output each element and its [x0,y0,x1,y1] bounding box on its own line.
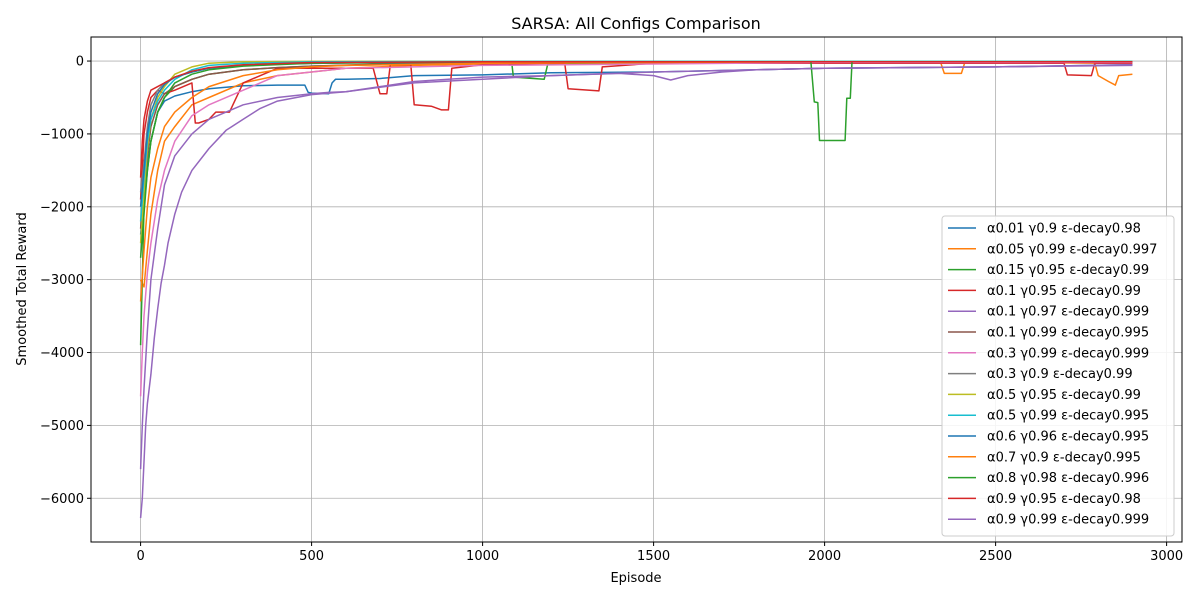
legend-label: α0.9 γ0.95 ε-decay0.98 [987,492,1141,507]
series-layer [139,60,1133,519]
series-line-6 [139,61,1133,397]
legend-label: α0.05 γ0.99 ε-decay0.997 [987,242,1157,257]
y-tick-label: −1000 [40,127,84,142]
tick-layer: 0 500 1000 1500 2000 2500 3000 −6000 −5000 −4000 −… [40,55,1183,564]
legend-box [941,215,1175,537]
series-line-1 [139,61,1133,288]
legend-label: α0.1 γ0.99 ε-decay0.995 [987,326,1149,341]
y-tick-label: −5000 [40,419,84,434]
y-tick-label: −6000 [40,492,84,507]
y-tick-label: −4000 [40,346,84,361]
y-tick-label: −2000 [40,200,84,215]
x-tick-label: 1500 [637,549,670,564]
legend-label: α0.1 γ0.97 ε-decay0.999 [987,305,1149,320]
y-tick-label: 0 [76,55,84,70]
legend-label: α0.3 γ0.9 ε-decay0.99 [987,367,1133,382]
series-line-13 [139,61,1133,178]
x-tick-label: 3000 [1150,549,1183,564]
legend-label: α0.6 γ0.96 ε-decay0.995 [987,430,1149,445]
legend-label: α0.01 γ0.9 ε-decay0.98 [987,222,1141,237]
legend-label: α0.9 γ0.99 ε-decay0.999 [987,513,1149,528]
legend-label: α0.5 γ0.99 ε-decay0.995 [987,409,1149,424]
series-line-14 [139,63,1133,519]
legend: α0.01 γ0.9 ε-decay0.98 α0.05 γ0.99 ε-deca… [941,215,1175,537]
legend-label: α0.15 γ0.95 ε-decay0.99 [987,263,1149,278]
legend-label: α0.5 γ0.95 ε-decay0.99 [987,388,1141,403]
x-tick-label: 1000 [466,549,499,564]
legend-label: α0.3 γ0.99 ε-decay0.999 [987,346,1149,361]
legend-label: α0.7 γ0.9 ε-decay0.995 [987,450,1141,465]
legend-label: α0.8 γ0.98 ε-decay0.996 [987,471,1149,486]
legend-label: α0.1 γ0.95 ε-decay0.99 [987,284,1141,299]
plot-frame [90,36,1183,543]
chart-title: SARSA: All Configs Comparison [511,14,761,33]
y-axis-label: Smoothed Total Reward [15,212,30,365]
x-axis-label: Episode [610,571,661,586]
x-tick-label: 0 [136,549,144,564]
x-tick-label: 500 [299,549,324,564]
x-tick-label: 2500 [979,549,1012,564]
y-tick-label: −3000 [40,273,84,288]
x-tick-label: 2000 [808,549,841,564]
